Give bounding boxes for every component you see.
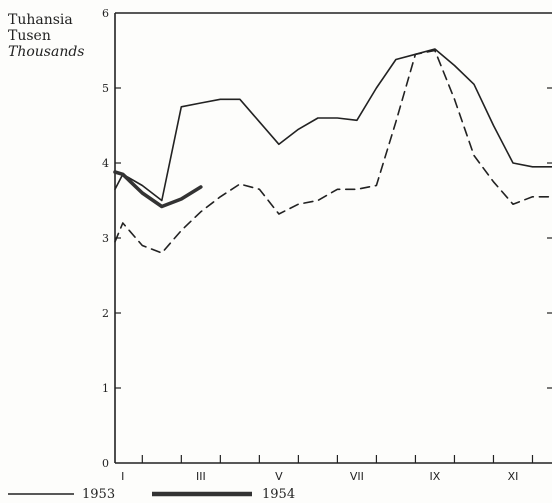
y-tick-label: 6 <box>102 7 109 20</box>
x-tick-label: I <box>121 470 124 483</box>
y-tick-label: 2 <box>102 307 109 320</box>
axes <box>114 12 552 464</box>
legend-label-1953: 1953 <box>82 487 115 502</box>
x-tick-label: IX <box>430 470 441 483</box>
y-axis-label-line-3: Thousands <box>8 44 85 60</box>
y-tick-label: 1 <box>102 382 109 395</box>
legend-label-1954: 1954 <box>262 487 295 502</box>
y-tick-label: 0 <box>102 457 109 470</box>
x-tick-label: III <box>196 470 206 483</box>
y-tick-label: 3 <box>102 232 109 245</box>
series-line-dashed <box>114 49 552 254</box>
legend: 1953 1954 <box>8 487 295 502</box>
y-axis-label: Tuhansia Tusen Thousands <box>8 12 85 60</box>
x-tick-label: XI <box>508 470 519 483</box>
series-lines <box>113 48 552 254</box>
series-line-solid-thin <box>114 48 552 202</box>
x-tick-label: VII <box>350 470 364 483</box>
y-axis-label-line-2: Tusen <box>8 28 51 44</box>
x-tick-label: V <box>275 470 283 483</box>
y-tick-label: 5 <box>102 82 109 95</box>
y-axis-label-line-1: Tuhansia <box>8 12 73 28</box>
y-tick-label: 4 <box>102 157 109 170</box>
series-line-solid-thick <box>113 170 203 209</box>
